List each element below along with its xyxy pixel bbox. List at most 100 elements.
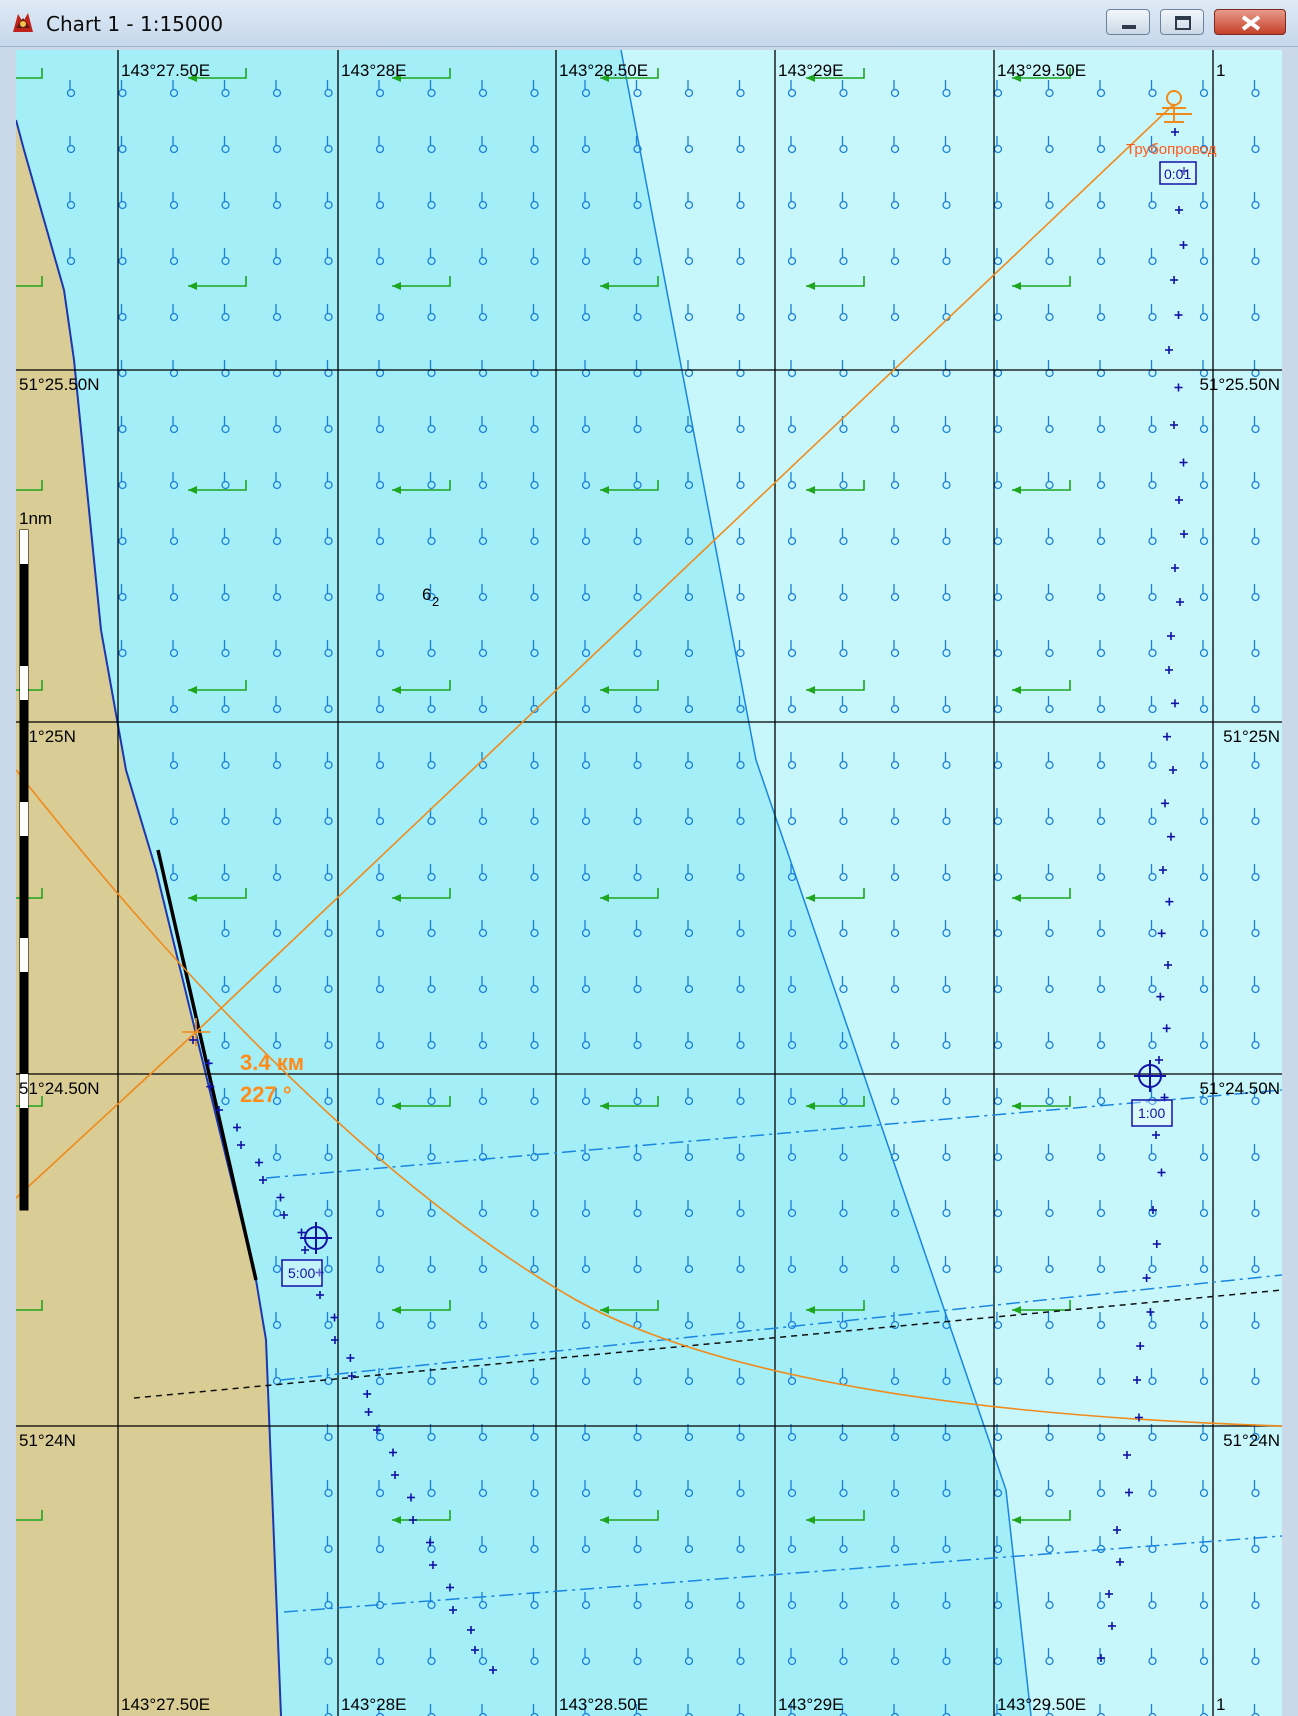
tide-icon: [1148, 1368, 1157, 1386]
tide-icon: [736, 1536, 745, 1554]
tide-icon: [375, 1536, 385, 1554]
current-arrow-icon: [1012, 1510, 1071, 1524]
current-arrow-icon: [600, 680, 659, 694]
pipeline-object[interactable]: Трубопровод: [1126, 90, 1217, 158]
tide-icon: [221, 416, 230, 434]
tide-icon: [272, 752, 282, 770]
tide-icon: [530, 528, 539, 546]
tide-icon: [478, 136, 488, 154]
tide-icon: [736, 1088, 745, 1106]
tide-icon: [581, 136, 591, 154]
tide-icon: [478, 1480, 488, 1498]
tide-icon: [1199, 192, 1209, 210]
title-bar[interactable]: Chart 1 - 1:15000: [0, 0, 1298, 47]
tide-icon: [787, 1648, 797, 1666]
tide-icon: [118, 136, 127, 154]
tide-icon: [427, 1648, 436, 1666]
tide-icon: [1096, 1704, 1106, 1716]
close-button[interactable]: [1214, 9, 1286, 35]
tide-icon: [1199, 1256, 1209, 1274]
tide-icon: [169, 136, 179, 154]
tide-icon: [633, 416, 642, 434]
tide-icon: [1096, 248, 1106, 266]
current-arrow-icon: [16, 68, 43, 79]
tide-icon: [633, 752, 642, 770]
app-icon: [13, 13, 33, 32]
tide-icon: [787, 976, 797, 994]
tide-icon: [530, 808, 539, 826]
tide-icon: [581, 1592, 591, 1610]
tide-icon: [581, 920, 591, 938]
current-arrow-icon: [806, 276, 865, 290]
tide-icon: [375, 920, 385, 938]
route-point-mark: [1180, 167, 1188, 175]
current-arrow-icon: [392, 680, 451, 694]
current-arrow-icon: [16, 276, 43, 287]
lon-label-top: 143°29.50E: [997, 61, 1086, 80]
tide-icon: [221, 472, 230, 490]
tide-icon: [530, 1312, 539, 1330]
tide-icon: [839, 584, 848, 602]
tide-icon: [684, 1368, 694, 1386]
route-point-mark: [1149, 1206, 1157, 1214]
tide-icon: [1045, 248, 1054, 266]
tide-icon: [169, 304, 179, 322]
tide-icon: [118, 416, 127, 434]
tide-icon: [221, 864, 230, 882]
chart-map-area[interactable]: 3.4 км 227 ° Трубопровод 0:01: [16, 50, 1282, 1716]
tide-icon: [736, 1032, 745, 1050]
depth-contour-line: [620, 50, 1032, 1716]
tide-icon: [478, 808, 488, 826]
tide-icon: [1199, 640, 1209, 658]
tide-icon: [272, 416, 282, 434]
tide-icon: [427, 752, 436, 770]
tide-icon: [1199, 1592, 1209, 1610]
time-mark-1[interactable]: 1:00: [1131, 1060, 1173, 1127]
tide-icon: [839, 920, 848, 938]
range-arc: [16, 769, 1282, 1427]
tide-icon: [1251, 808, 1260, 826]
tide-icon: [221, 136, 230, 154]
tide-icon: [684, 1536, 694, 1554]
tide-icon: [942, 1032, 951, 1050]
tide-icon: [839, 136, 848, 154]
tide-icon: [375, 864, 385, 882]
time-mark-2[interactable]: 5:00: [281, 1222, 332, 1287]
tide-icon: [221, 80, 230, 98]
tide-icon: [272, 304, 282, 322]
tide-icon: [375, 416, 385, 434]
tide-icon: [324, 1256, 333, 1274]
nautical-chart[interactable]: 3.4 км 227 ° Трубопровод 0:01: [16, 50, 1282, 1716]
tide-icon: [169, 80, 179, 98]
tide-icon: [427, 416, 436, 434]
tide-icon: [324, 1200, 333, 1218]
tide-icon: [736, 1704, 745, 1716]
tide-icon: [890, 1032, 900, 1050]
route-point-mark: [1146, 1308, 1155, 1316]
tide-icon: [1251, 1256, 1260, 1274]
tide-icon: [530, 136, 539, 154]
tide-icon: [1096, 416, 1106, 434]
tide-icon: [633, 80, 642, 98]
current-arrow-icon: [806, 480, 865, 494]
tide-icon: [942, 472, 951, 490]
minimize-button[interactable]: [1106, 9, 1150, 35]
tide-icon: [942, 1200, 951, 1218]
tide-icon: [478, 1032, 488, 1050]
tide-icon: [221, 248, 230, 266]
time-mark-0[interactable]: 0:01: [1159, 161, 1197, 185]
tide-icon: [890, 1368, 900, 1386]
tide-icon: [530, 1368, 539, 1386]
tide-icon: [478, 1536, 488, 1554]
tide-icon: [736, 920, 745, 938]
current-arrow-icon: [600, 480, 659, 494]
current-arrow-icon: [600, 1300, 659, 1314]
tide-icon: [169, 640, 179, 658]
current-arrow-icon: [600, 68, 659, 82]
route-point-mark: [316, 1291, 324, 1299]
tide-icon: [839, 640, 848, 658]
tide-icon: [684, 920, 694, 938]
tide-icon: [478, 696, 488, 714]
route-point-mark: [1167, 832, 1175, 841]
maximize-button[interactable]: [1160, 9, 1204, 35]
